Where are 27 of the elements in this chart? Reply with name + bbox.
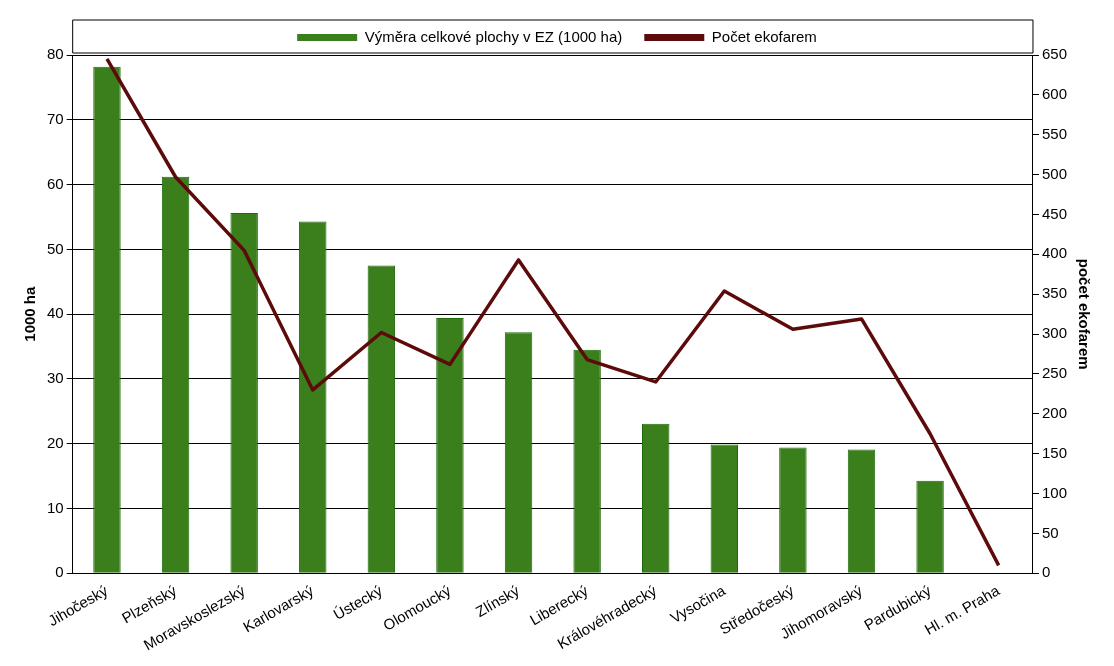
y2-tick-label: 250 [1041,364,1067,382]
y-tick-label: 80 [47,45,64,63]
legend-label: Výměra celkové plochy v EZ (1000 ha) [364,27,623,45]
y2-tick-label: 300 [1041,324,1067,342]
legend-label: Počet ekofarem [711,27,817,45]
y-axis-title: 1000 ha [21,285,39,342]
y2-tick-label: 350 [1041,284,1067,302]
y2-tick-label: 650 [1041,45,1067,63]
y2-tick-label: 500 [1041,164,1067,182]
y2-axis-title: počet ekofarem [1075,258,1093,370]
y-tick-label: 40 [47,304,64,322]
y-tick-label: 30 [47,369,64,387]
y2-tick-label: 50 [1041,523,1059,541]
y-tick-label: 50 [47,239,64,257]
y2-tick-label: 100 [1041,483,1067,501]
y-tick-label: 10 [47,498,64,516]
y2-tick-label: 550 [1041,124,1067,142]
y-tick-label: 60 [47,174,64,192]
y2-tick-label: 400 [1041,244,1067,262]
y-tick-label: 20 [47,433,64,451]
y2-tick-label: 150 [1041,443,1067,461]
y-tick-label: 0 [55,563,64,581]
y2-tick-label: 200 [1041,403,1067,421]
y2-tick-label: 450 [1041,204,1067,222]
y2-tick-label: 600 [1041,85,1067,103]
y-tick-label: 70 [47,109,64,127]
y2-tick-label: 0 [1041,563,1051,581]
